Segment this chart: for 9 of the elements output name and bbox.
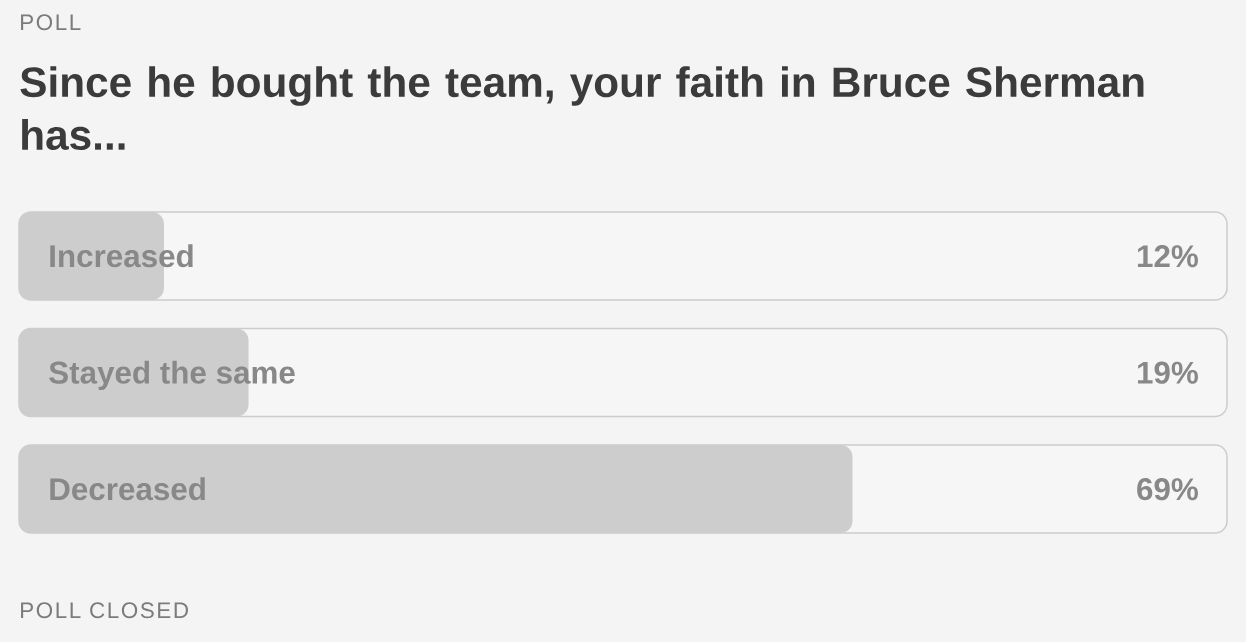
data-label: 19% <box>1137 361 1198 384</box>
y-tick-label: Decreased <box>50 477 205 501</box>
text: POLL <box>21 14 81 31</box>
data-label: 12% <box>1137 245 1198 268</box>
y-tick-label: Increased <box>50 244 193 268</box>
chart-title: Since he bought the team, your faith in Bruce Sherman has... <box>20 66 1144 151</box>
data-label: 69% <box>1137 478 1198 501</box>
y-tick-label: Stayed the same <box>49 360 295 390</box>
text: POLL CLOSED <box>21 602 188 619</box>
